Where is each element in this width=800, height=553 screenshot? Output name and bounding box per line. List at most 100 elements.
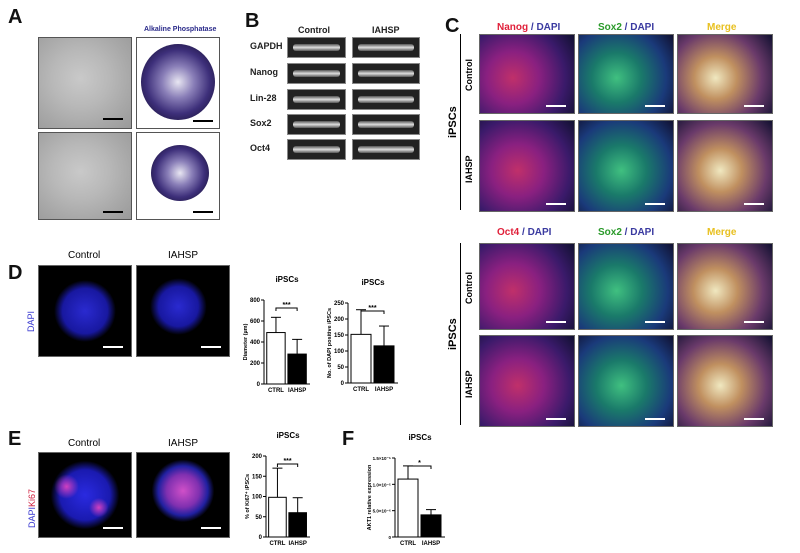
c-header-merge: Merge (707, 227, 737, 238)
bar-iahsp (287, 353, 307, 385)
y-tick-label: 0 (388, 535, 391, 540)
chart-title: iPSCs (275, 275, 299, 284)
x-tick-label: CTRL (268, 388, 284, 394)
gel-lane-iahsp (352, 37, 420, 58)
y-tick-label: 0 (259, 535, 263, 541)
gel-lane-control (287, 89, 346, 110)
y-tick-label: 200 (252, 454, 263, 460)
green-channel-image (578, 34, 674, 114)
bar-ctrl (350, 333, 372, 384)
ap-stain-image-control (136, 37, 220, 129)
significance-label: * (418, 460, 421, 467)
chart-0: iPSCs 0 200 400 600 800 Diameter (µm) CTRL IAHSP… (243, 275, 310, 394)
c-header-green: Sox2 (598, 22, 622, 33)
c-header-dapi: / DAPI (621, 22, 655, 33)
c-header-red: Oct4 (497, 227, 520, 238)
gel-lane-iahsp (352, 114, 420, 135)
y-tick-label: 600 (250, 319, 261, 325)
red-channel-image (479, 243, 575, 330)
c-header-col1: Nanog / DAPI (497, 22, 560, 33)
gene-label: Nanog (250, 67, 278, 77)
gene-label: Sox2 (250, 118, 272, 128)
y-tick-label: 800 (250, 298, 261, 304)
c-group-label: iPSCs (447, 106, 459, 138)
gel-col-control: Control (298, 25, 330, 35)
y-tick-label: 200 (250, 361, 261, 367)
y-tick-label: 150 (334, 333, 345, 339)
red-channel-image (479, 34, 575, 114)
x-tick-label: CTRL (400, 541, 416, 547)
y-tick-label: 1.5×10⁻⁵ (373, 456, 391, 461)
y-tick-label: 0 (341, 381, 345, 387)
green-channel-image (578, 335, 674, 427)
bar-iahsp (288, 512, 307, 538)
chart-title: iPSCs (408, 433, 432, 442)
significance-label: *** (368, 305, 376, 312)
bar-iahsp (420, 514, 442, 538)
significance-bracket (360, 310, 385, 314)
bar-ctrl (266, 332, 286, 385)
c-header-dapi: / DAPI (621, 227, 655, 238)
gene-label: Lin-28 (250, 93, 277, 103)
chart-title: iPSCs (361, 278, 385, 287)
ap-stain-image-iahsp (136, 132, 220, 220)
dapi-image-control (38, 265, 132, 357)
gel-lane-control (287, 63, 346, 84)
gel-band (358, 69, 414, 78)
c-header-col2: Sox2 / DAPI (598, 22, 654, 33)
y-tick-label: 50 (255, 515, 262, 521)
brightfield-image-iahsp (38, 132, 132, 220)
bar-ctrl (268, 496, 287, 538)
green-channel-image (578, 120, 674, 212)
e-title-iahsp: IAHSP (168, 438, 199, 449)
x-tick-label: CTRL (269, 541, 285, 547)
y-tick-label: 100 (252, 495, 263, 501)
merge-image (677, 335, 773, 427)
dapi-image-iahsp (136, 265, 230, 357)
gel-lane-iahsp (352, 139, 420, 160)
gel-band (292, 43, 341, 52)
gel-band (358, 120, 414, 129)
c-header-green: Sox2 (598, 227, 622, 238)
x-tick-label: IAHSP (422, 541, 440, 547)
x-tick-label: IAHSP (289, 541, 307, 547)
y-axis-label: Diameter (µm) (243, 323, 249, 360)
y-tick-label: 100 (334, 349, 345, 355)
gene-label: Oct4 (250, 143, 271, 153)
c-group-bracket (460, 243, 461, 425)
red-channel-image (479, 335, 575, 427)
bar-ctrl (397, 478, 419, 538)
gel-band (358, 43, 414, 52)
gel-lane-control (287, 37, 346, 58)
panel-c-label: C (445, 15, 460, 37)
gel-band (358, 145, 414, 154)
green-channel-image (578, 243, 674, 330)
gel-lane-iahsp (352, 89, 420, 110)
significance-bracket (407, 465, 432, 469)
gel-lane-iahsp (352, 63, 420, 84)
c-header-merge: Merge (707, 22, 737, 33)
gel-band (292, 145, 341, 154)
ap-title: Alkaline Phosphatase (144, 26, 217, 33)
merge-image (677, 34, 773, 114)
significance-label: *** (282, 302, 290, 309)
d-title-iahsp: IAHSP (168, 250, 199, 261)
y-tick-label: 1.0×10⁻⁵ (373, 482, 391, 487)
bar-iahsp (373, 345, 395, 384)
y-tick-label: 50 (337, 365, 344, 371)
c-header-col1: Oct4 / DAPI (497, 227, 551, 238)
gel-band (358, 95, 414, 104)
merge-image (677, 120, 773, 212)
x-tick-label: IAHSP (375, 387, 393, 393)
c-row-label: IAHSP (464, 370, 474, 398)
chart-title: iPSCs (276, 431, 300, 440)
significance-bracket (275, 307, 298, 311)
c-row-label: Control (464, 59, 474, 91)
y-tick-label: 5.0×10⁻⁶ (373, 509, 391, 514)
c-header-red: Nanog (497, 22, 529, 33)
y-tick-label: 150 (252, 474, 263, 480)
significance-label: *** (283, 458, 291, 465)
c-group-label: iPSCs (447, 318, 459, 350)
